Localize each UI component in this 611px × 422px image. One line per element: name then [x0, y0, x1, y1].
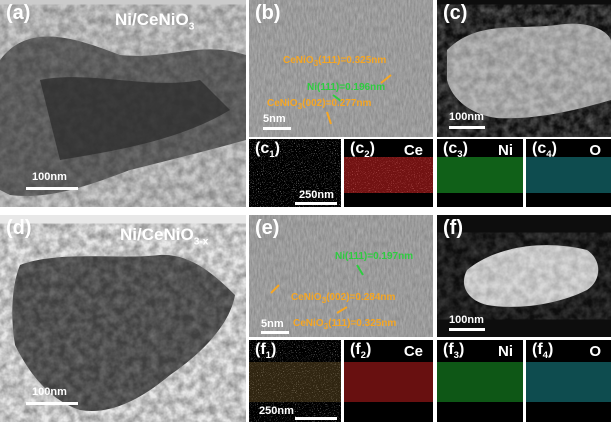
panel-label: (c4)	[532, 140, 557, 161]
scale-label: 5nm	[261, 318, 284, 330]
panel-label: (b)	[255, 2, 281, 24]
panel-c3-map-ni: (c3) Ni	[437, 139, 523, 207]
panel-f4-map-o: (f4) O	[526, 340, 611, 422]
scale-label: 100nm	[32, 386, 67, 398]
element-label: Ce	[403, 343, 423, 360]
lattice-annotation: Ni(111)=0.197nm	[335, 251, 414, 262]
panel-b-hrtem: (b) CeNiO3(111)=0.325nm Ni(111)=0.196nm …	[249, 0, 433, 137]
lattice-annotation: CeNiO3(111)=0.325nm	[283, 55, 387, 68]
panel-d-tem: (d) Ni/CeNiO3-x 100nm	[0, 215, 246, 422]
panel-label: (c3)	[443, 140, 468, 161]
sample-title: Ni/CeNiO3-x	[120, 225, 209, 248]
lattice-annotation: Ni(111)=0.196nm	[307, 82, 386, 93]
scale-bar	[263, 127, 291, 130]
scale-bar	[449, 126, 485, 129]
panel-c1-map: (c1) 250nm	[249, 139, 341, 207]
element-label: O	[589, 142, 601, 159]
panel-c-haadf: (c) 100nm	[437, 0, 611, 137]
scale-bar	[26, 402, 78, 405]
lattice-annotation: CeNiO3(111)=0.325nm	[293, 318, 397, 331]
panel-label: (f1)	[255, 341, 277, 362]
element-label: Ce	[403, 142, 423, 159]
panel-e-hrtem: (e) Ni(111)=0.197nm CeNiO3(002)=0.284nm …	[249, 215, 433, 337]
panel-f1-map: (f1) 250nm	[249, 340, 341, 422]
lattice-annotation: CeNiO3(002)=0.277nm	[267, 98, 372, 111]
panel-c4-map-o: (c4) O	[526, 139, 611, 207]
panel-label: (a)	[6, 2, 31, 24]
panel-label: (c2)	[350, 140, 375, 161]
panel-label: (c1)	[255, 140, 280, 161]
panel-label: (f4)	[532, 341, 554, 362]
panel-f-haadf: (f) 100nm	[437, 215, 611, 337]
scale-label: 250nm	[299, 189, 334, 201]
scale-bar	[26, 187, 78, 190]
panel-f3-map-ni: (f3) Ni	[437, 340, 523, 422]
scale-label: 100nm	[32, 171, 67, 183]
panel-label: (c)	[443, 2, 468, 24]
element-label: Ni	[498, 142, 513, 159]
panel-c2-map-ce: (c2) Ce	[344, 139, 433, 207]
scale-bar	[449, 328, 485, 331]
panel-label: (f)	[443, 217, 463, 239]
scale-bar	[295, 202, 337, 205]
panel-f2-map-ce: (f2) Ce	[344, 340, 433, 422]
scale-label: 100nm	[449, 111, 484, 123]
panel-label: (f3)	[443, 341, 465, 362]
panel-a-tem: (a) Ni/CeNiO3 100nm	[0, 0, 246, 207]
panel-label: (d)	[6, 217, 32, 239]
sample-title: Ni/CeNiO3	[115, 10, 195, 33]
scale-bar	[295, 417, 337, 420]
element-label: Ni	[498, 343, 513, 360]
panel-label: (e)	[255, 217, 280, 239]
lattice-annotation: CeNiO3(002)=0.284nm	[291, 292, 396, 305]
scale-label: 250nm	[259, 405, 294, 417]
element-label: O	[589, 343, 601, 360]
scale-label: 100nm	[449, 314, 484, 326]
scale-bar	[261, 331, 289, 334]
panel-label: (f2)	[350, 341, 372, 362]
scale-label: 5nm	[263, 113, 286, 125]
